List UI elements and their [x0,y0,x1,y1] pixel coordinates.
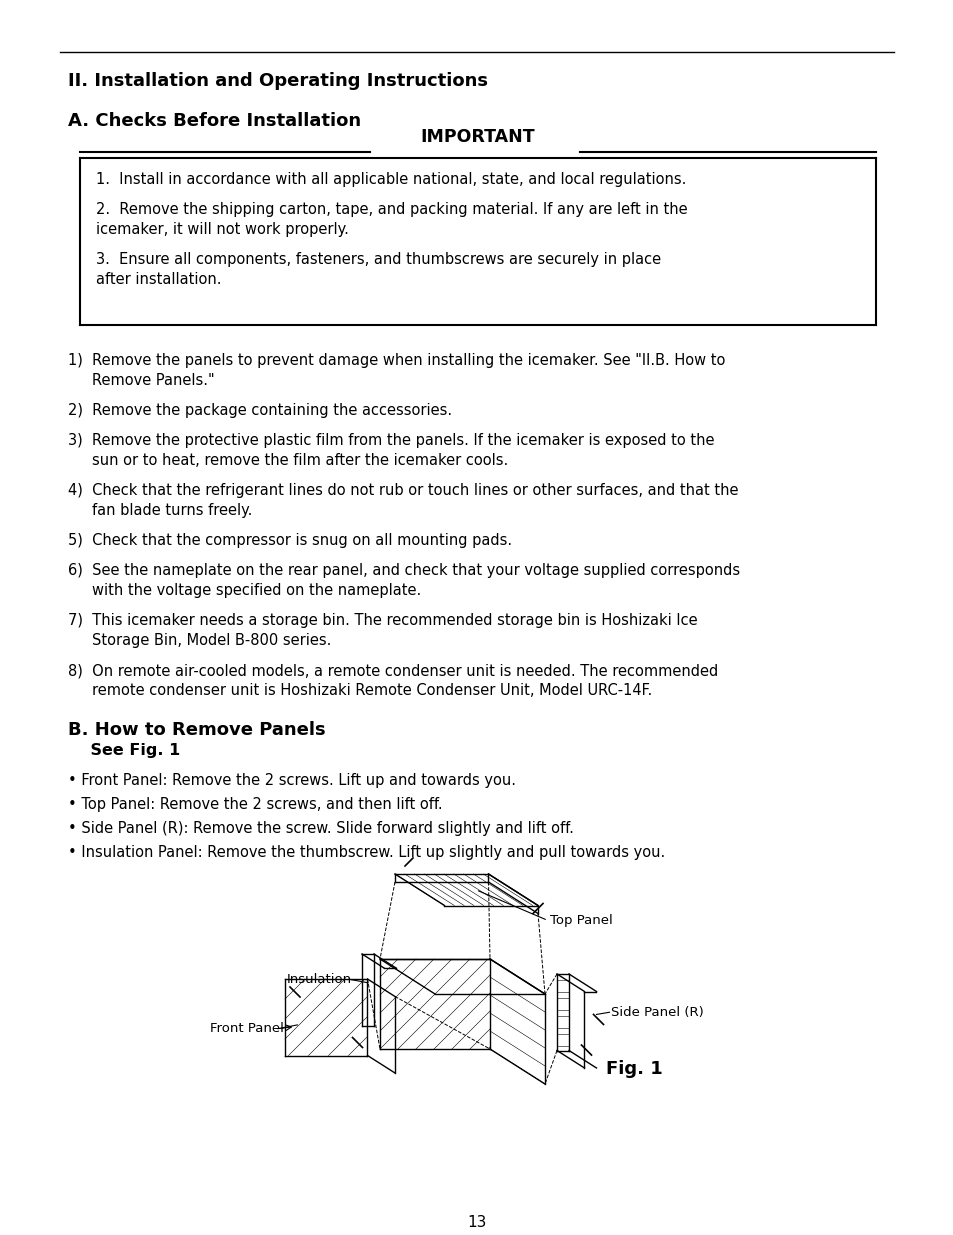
Text: 13: 13 [467,1215,486,1230]
Text: fan blade turns freely.: fan blade turns freely. [91,503,253,517]
Text: • Front Panel: Remove the 2 screws. Lift up and towards you.: • Front Panel: Remove the 2 screws. Lift… [68,773,516,788]
Text: 2)  Remove the package containing the accessories.: 2) Remove the package containing the acc… [68,403,452,417]
Text: 8)  On remote air-cooled models, a remote condenser unit is needed. The recommen: 8) On remote air-cooled models, a remote… [68,663,718,678]
Text: 1)  Remove the panels to prevent damage when installing the icemaker. See "II.B.: 1) Remove the panels to prevent damage w… [68,353,724,368]
Text: Remove Panels.": Remove Panels." [91,373,214,388]
Text: Storage Bin, Model B-800 series.: Storage Bin, Model B-800 series. [91,634,331,648]
Text: 3.  Ensure all components, fasteners, and thumbscrews are securely in place: 3. Ensure all components, fasteners, and… [96,252,660,267]
Text: Front Panel: Front Panel [210,1023,284,1035]
Text: Insulation: Insulation [287,973,352,986]
Text: with the voltage specified on the nameplate.: with the voltage specified on the namepl… [91,583,421,598]
Text: 3)  Remove the protective plastic film from the panels. If the icemaker is expos: 3) Remove the protective plastic film fr… [68,433,714,448]
Text: remote condenser unit is Hoshizaki Remote Condenser Unit, Model URC-14F.: remote condenser unit is Hoshizaki Remot… [91,683,652,698]
Text: 4)  Check that the refrigerant lines do not rub or touch lines or other surfaces: 4) Check that the refrigerant lines do n… [68,483,738,498]
Text: Top Panel: Top Panel [550,914,612,927]
Text: • Insulation Panel: Remove the thumbscrew. Lift up slightly and pull towards you: • Insulation Panel: Remove the thumbscre… [68,845,664,860]
Text: • Side Panel (R): Remove the screw. Slide forward slightly and lift off.: • Side Panel (R): Remove the screw. Slid… [68,821,574,836]
Text: • Top Panel: Remove the 2 screws, and then lift off.: • Top Panel: Remove the 2 screws, and th… [68,797,442,811]
Text: B. How to Remove Panels: B. How to Remove Panels [68,721,325,739]
Text: sun or to heat, remove the film after the icemaker cools.: sun or to heat, remove the film after th… [91,453,508,468]
Text: A. Checks Before Installation: A. Checks Before Installation [68,112,361,130]
Text: icemaker, it will not work properly.: icemaker, it will not work properly. [96,222,349,237]
Text: 5)  Check that the compressor is snug on all mounting pads.: 5) Check that the compressor is snug on … [68,534,512,548]
Text: 7)  This icemaker needs a storage bin. The recommended storage bin is Hoshizaki : 7) This icemaker needs a storage bin. Th… [68,613,697,629]
Text: after installation.: after installation. [96,272,221,287]
Text: Side Panel (R): Side Panel (R) [611,1005,703,1019]
Text: 1.  Install in accordance with all applicable national, state, and local regulat: 1. Install in accordance with all applic… [96,172,685,186]
Text: 2.  Remove the shipping carton, tape, and packing material. If any are left in t: 2. Remove the shipping carton, tape, and… [96,203,687,217]
Text: Fig. 1: Fig. 1 [606,1061,662,1078]
Text: 6)  See the nameplate on the rear panel, and check that your voltage supplied co: 6) See the nameplate on the rear panel, … [68,563,740,578]
Text: See Fig. 1: See Fig. 1 [68,743,180,758]
Text: IMPORTANT: IMPORTANT [420,128,535,146]
Text: II. Installation and Operating Instructions: II. Installation and Operating Instructi… [68,72,488,90]
